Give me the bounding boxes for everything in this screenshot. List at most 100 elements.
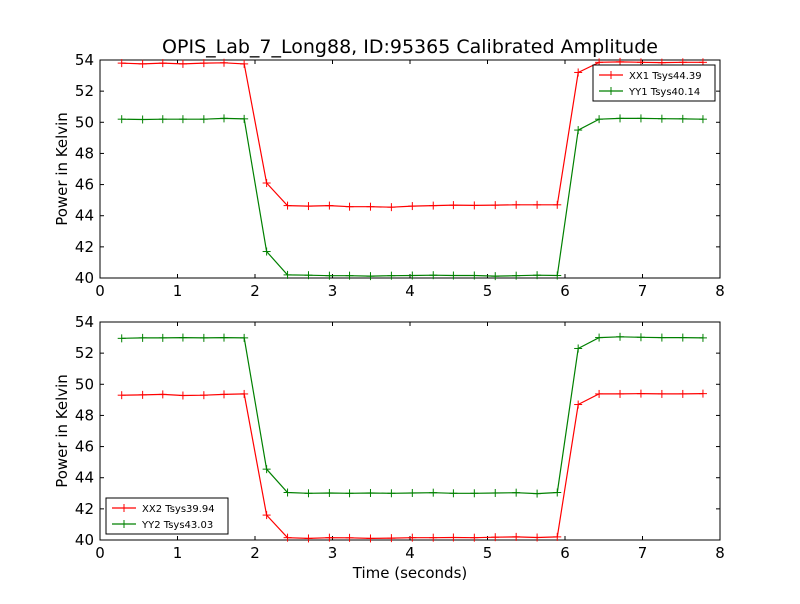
data-point: [678, 389, 687, 398]
data-point: [158, 333, 167, 342]
data-point: [491, 488, 500, 497]
data-point: [449, 489, 458, 498]
y-tick-label: 52: [75, 82, 94, 100]
data-point: [325, 533, 334, 542]
series-1: [117, 57, 707, 212]
legend: XX2 Tsys39.94 YY2 Tsys43.03: [105, 497, 229, 535]
data-point: [512, 200, 521, 209]
data-point: [636, 333, 645, 342]
data-point: [449, 533, 458, 542]
y-tick-label: 40: [75, 269, 94, 287]
data-point: [470, 489, 479, 498]
data-point: [387, 271, 396, 280]
series-2: [117, 332, 707, 498]
data-point: [387, 489, 396, 498]
y-tick-label: 54: [75, 51, 94, 69]
plot-panel-1: 0 1 2 3 4 5 6 7 8 40 42 44 46 48 50 52 54 Power in Kelvin…: [53, 51, 725, 300]
y-tick-label: 50: [75, 113, 94, 131]
data-point: [138, 390, 147, 399]
x-tick-label: 3: [328, 544, 338, 562]
data-point: [616, 114, 625, 123]
data-point: [283, 201, 292, 210]
data-point: [138, 333, 147, 342]
data-point: [366, 272, 375, 281]
data-point: [178, 115, 187, 124]
y-tick-label: 48: [75, 406, 94, 424]
data-point: [262, 247, 271, 256]
data-point: [283, 533, 292, 542]
data-point: [408, 271, 417, 280]
data-point: [408, 533, 417, 542]
y-tick-label: 52: [75, 344, 94, 362]
legend-label: YY1 Tsys40.14: [628, 87, 700, 98]
data-point: [533, 489, 542, 498]
data-point: [220, 114, 228, 123]
data-point: [138, 115, 147, 124]
data-point: [616, 389, 625, 398]
data-point: [429, 488, 438, 497]
legend-box: [592, 64, 716, 102]
data-point: [574, 126, 583, 135]
x-tick-label: 7: [638, 544, 648, 562]
data-point: [449, 201, 458, 210]
data-point: [304, 534, 313, 543]
data-point: [595, 389, 604, 398]
data-point: [283, 488, 292, 497]
y-tick-label: 44: [75, 207, 94, 225]
x-tick-label: 1: [173, 544, 183, 562]
data-point: [636, 114, 645, 123]
y-tick-label: 44: [75, 469, 94, 487]
data-point: [345, 271, 354, 280]
x-tick-label: 0: [95, 282, 105, 300]
data-point: [178, 391, 187, 400]
data-point: [553, 271, 562, 280]
data-point: [408, 488, 417, 497]
data-point: [158, 115, 167, 124]
data-point: [553, 200, 562, 209]
data-point: [678, 114, 687, 123]
data-point: [304, 489, 313, 498]
data-point: [345, 489, 354, 498]
y-axis-label: Power in Kelvin: [53, 374, 71, 488]
series-line: [121, 117, 704, 277]
data-point: [199, 115, 208, 124]
data-point: [158, 390, 167, 399]
y-tick-label: 48: [75, 144, 94, 162]
data-point: [366, 202, 375, 211]
data-point: [387, 203, 396, 212]
data-point: [240, 114, 249, 123]
y-tick-label: 54: [75, 313, 94, 331]
x-tick-label: 6: [560, 544, 570, 562]
x-tick-label: 2: [250, 282, 260, 300]
data-point: [429, 533, 438, 542]
data-point: [657, 114, 666, 123]
data-point: [387, 534, 396, 543]
y-tick-label: 50: [75, 375, 94, 393]
x-tick-label: 5: [483, 544, 493, 562]
data-point: [698, 333, 707, 342]
data-point: [117, 59, 126, 68]
data-point: [574, 344, 583, 353]
data-point: [345, 533, 354, 542]
y-tick-label: 46: [75, 176, 94, 194]
data-point: [345, 202, 354, 211]
chart-title: OPIS_Lab_7_Long88, ID:95365 Calibrated A…: [162, 36, 658, 58]
data-point: [595, 115, 604, 124]
x-tick-label: 7: [638, 282, 648, 300]
data-point: [470, 271, 479, 280]
legend-item: YY2 Tsys43.03: [112, 520, 213, 531]
data-point: [199, 391, 208, 400]
data-point: [553, 488, 562, 497]
data-point: [429, 201, 438, 210]
x-tick-label: 0: [95, 544, 105, 562]
series-line: [121, 336, 704, 495]
data-point: [262, 179, 271, 188]
data-point: [304, 271, 313, 280]
data-point: [491, 201, 500, 210]
data-point: [408, 202, 417, 211]
data-point: [220, 58, 228, 67]
data-point: [491, 533, 500, 542]
data-point: [533, 533, 542, 542]
data-point: [449, 271, 458, 280]
